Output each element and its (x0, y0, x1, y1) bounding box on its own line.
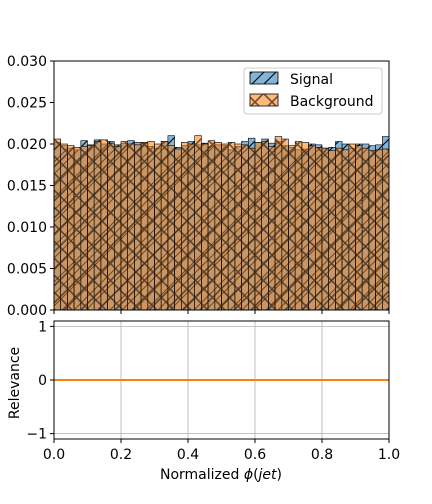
background-bar-hatch (382, 148, 389, 310)
histogram-y-tick-label: 0.025 (7, 96, 47, 112)
background-bar-hatch (295, 141, 302, 310)
background-bar-hatch (147, 141, 155, 310)
relevance-y-ticks: −1 0 1 (26, 319, 54, 443)
background-bar-hatch (127, 144, 135, 310)
background-bar-hatch (335, 148, 343, 310)
background-bar-hatch (141, 142, 148, 310)
histogram-x-ticks (53, 310, 390, 314)
legend-box (243, 67, 383, 115)
relevance-x-ticks: 0.0 0.2 0.4 0.6 0.8 1.0 (43, 439, 400, 463)
background-bar-hatch (214, 142, 222, 310)
legend-label-background: Background (290, 94, 374, 110)
background-bar-hatch (74, 147, 81, 310)
background-bar-hatch (355, 145, 363, 310)
background-bar-hatch (342, 149, 349, 310)
x-tick-label: 0.0 (43, 447, 65, 463)
background-bar-hatch (94, 141, 101, 310)
background-bar-hatch (80, 146, 88, 310)
background-bar-hatch (322, 148, 329, 310)
background-bar-hatch (107, 143, 115, 310)
background-bar-hatch (234, 144, 242, 310)
histogram-y-tick-label: 0.015 (7, 179, 47, 195)
background-bar-hatch (375, 149, 383, 310)
x-tick-label: 1.0 (378, 447, 400, 463)
background-bar-hatch (121, 141, 128, 310)
background-bar-hatch (161, 141, 168, 310)
background-bar-hatch (201, 144, 209, 310)
background-bar-hatch (328, 150, 336, 310)
legend: Signal Background (243, 67, 383, 115)
legend-swatch-background-hatch (250, 94, 278, 106)
background-bar-hatch (100, 139, 108, 310)
background-bar-hatch (114, 146, 121, 310)
background-bar-hatch (241, 144, 249, 310)
x-tick-label: 0.4 (177, 447, 199, 463)
x-axis-label-paren-close: ) (277, 467, 282, 483)
background-bar-hatch (308, 145, 316, 310)
relevance-y-tick-label: −1 (26, 427, 47, 443)
histogram-y-ticks: 0.000 0.005 0.010 0.015 0.020 0.025 0.030 (7, 54, 54, 319)
x-tick-label: 0.2 (110, 447, 132, 463)
background-bar-hatch (60, 144, 68, 310)
background-bar-hatch (315, 147, 322, 310)
histogram-axes: 0.000 0.005 0.010 0.015 0.020 0.025 0.030 Sign… (7, 54, 390, 319)
background-bar-hatch (181, 142, 188, 310)
background-bar-hatch (87, 145, 95, 310)
histogram-y-tick-label: 0.010 (7, 220, 47, 236)
histogram-y-tick-label: 0.000 (7, 303, 47, 319)
background-bar-hatch (208, 140, 215, 310)
background-bar-hatch (67, 145, 75, 310)
relevance-axes: −1 0 1 0.0 0.2 0.4 0.6 0.8 1.0 Relevance Normal… (7, 319, 400, 483)
background-bar-hatch (281, 139, 289, 310)
background-bar-hatch (134, 144, 142, 310)
histogram-y-tick-label: 0.020 (7, 137, 47, 153)
background-bar-hatch (221, 144, 229, 310)
background-bar-hatch (301, 142, 309, 310)
background-bar-hatch (188, 144, 195, 310)
background-bar-hatch (368, 150, 376, 310)
relevance-y-axis-label: Relevance (7, 347, 23, 419)
x-axis-label-jet: jet (257, 467, 278, 483)
histogram-y-tick-label: 0.005 (7, 262, 47, 278)
background-bar-hatch (194, 135, 202, 310)
x-tick-label: 0.8 (311, 447, 333, 463)
background-bar-hatch (261, 141, 269, 310)
background-bar-hatch (255, 142, 262, 310)
relevance-y-tick-label: 1 (38, 319, 47, 335)
x-axis-label-phi: ϕ (244, 467, 253, 483)
histogram-y-tick-label: 0.030 (7, 54, 47, 70)
x-tick-label: 0.6 (244, 447, 266, 463)
background-bar-hatch (167, 145, 175, 310)
background-bar-hatch (228, 142, 235, 310)
background-bar-hatch (268, 146, 276, 310)
background-bar-hatch (348, 144, 356, 310)
legend-label-signal: Signal (290, 72, 333, 88)
background-bar-hatch (248, 148, 255, 310)
background-bar-hatch (154, 144, 162, 310)
background-bar-hatch (275, 136, 282, 310)
x-axis-label: Normalized ϕ(jet) (160, 467, 282, 483)
legend-swatch-signal-hatch (250, 72, 278, 84)
background-bar-hatch (174, 148, 182, 310)
x-axis-label-prefix: Normalized (160, 467, 244, 483)
background-bar-hatch (362, 148, 369, 310)
relevance-y-tick-label: 0 (38, 373, 47, 389)
background-bar-hatch (288, 145, 296, 310)
background-bars (54, 135, 389, 310)
background-bar-hatch (54, 139, 61, 310)
x-axis-label-paren-open: ( (253, 467, 258, 483)
